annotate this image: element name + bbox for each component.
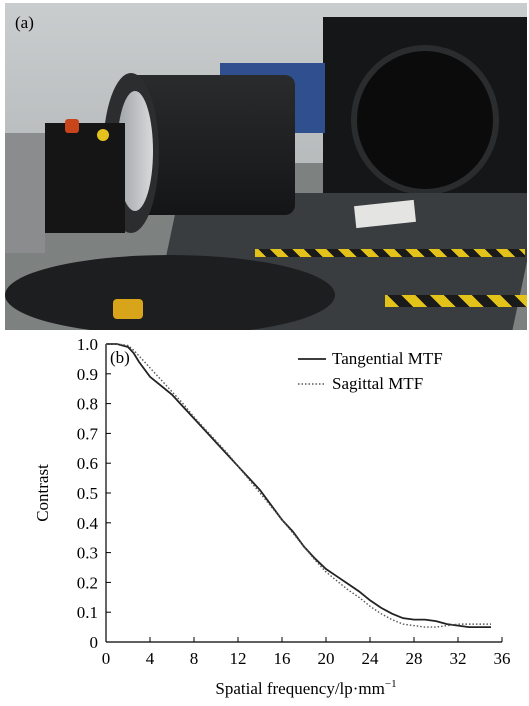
- photo-box-aperture: [351, 45, 499, 195]
- x-axis-label-main: Spatial frequency/lp·mm: [215, 679, 384, 698]
- photo-orange-knob: [65, 119, 79, 133]
- chart-ticks: 0 0.1 0.2 0.3 0.4 0.5 0.6 0.7 0.8 0.9 1.0 0 4 8 12 16 20…: [77, 336, 511, 668]
- chart-legend: Tangential MTF Sagittal MTF: [298, 349, 443, 393]
- x-tick-label-6: 24: [362, 649, 380, 668]
- y-tick-label-8: 0.8: [77, 395, 98, 414]
- series-line-0: [106, 343, 491, 629]
- photo-yellow-motor: [113, 299, 143, 319]
- legend-label-0: Tangential MTF: [332, 349, 443, 368]
- x-tick-label-4: 16: [274, 649, 291, 668]
- x-tick-label-8: 32: [450, 649, 467, 668]
- y-tick-label-1: 0.1: [77, 603, 98, 622]
- photo-hazard-stripe-2: [255, 249, 525, 257]
- y-tick-label-2: 0.2: [77, 573, 98, 592]
- lab-photo: (a): [5, 3, 527, 330]
- y-tick-label-9: 0.9: [77, 365, 98, 384]
- y-tick-label-5: 0.5: [77, 484, 98, 503]
- y-tick-label-3: 0.3: [77, 544, 98, 563]
- x-tick-label-7: 28: [406, 649, 423, 668]
- photo-hazard-stripe-1: [385, 295, 527, 307]
- panel-label-b: (b): [110, 348, 130, 367]
- x-tick-label-1: 4: [146, 649, 155, 668]
- photo-yellow-knob: [97, 129, 109, 141]
- y-tick-label-0: 0: [90, 633, 99, 652]
- y-tick-label-6: 0.6: [77, 454, 98, 473]
- y-tick-label-4: 0.4: [77, 514, 99, 533]
- chart-series: [106, 343, 491, 629]
- photo-camera-mount: [45, 123, 125, 233]
- mtf-chart: 0 0.1 0.2 0.3 0.4 0.5 0.6 0.7 0.8 0.9 1.0 0 4 8 12 16 20…: [0, 336, 529, 706]
- x-tick-label-2: 8: [190, 649, 199, 668]
- photo-rotary-stage: [5, 255, 335, 330]
- series-line-1: [106, 343, 491, 628]
- x-tick-label-9: 36: [494, 649, 511, 668]
- x-axis-label: Spatial frequency/lp·mm−1: [215, 678, 396, 698]
- y-tick-label-10: 1.0: [77, 336, 98, 354]
- x-tick-label-0: 0: [102, 649, 111, 668]
- chart-svg: 0 0.1 0.2 0.3 0.4 0.5 0.6 0.7 0.8 0.9 1.0 0 4 8 12 16 20…: [33, 336, 511, 698]
- photo-equipment-left: [5, 133, 45, 253]
- x-tick-label-3: 12: [230, 649, 247, 668]
- y-axis-label: Contrast: [33, 464, 52, 522]
- panel-label-a: (a): [15, 13, 34, 32]
- y-tick-label-7: 0.7: [77, 424, 99, 443]
- x-tick-label-5: 20: [318, 649, 335, 668]
- x-axis-label-sup: −1: [385, 678, 397, 690]
- legend-label-1: Sagittal MTF: [332, 374, 423, 393]
